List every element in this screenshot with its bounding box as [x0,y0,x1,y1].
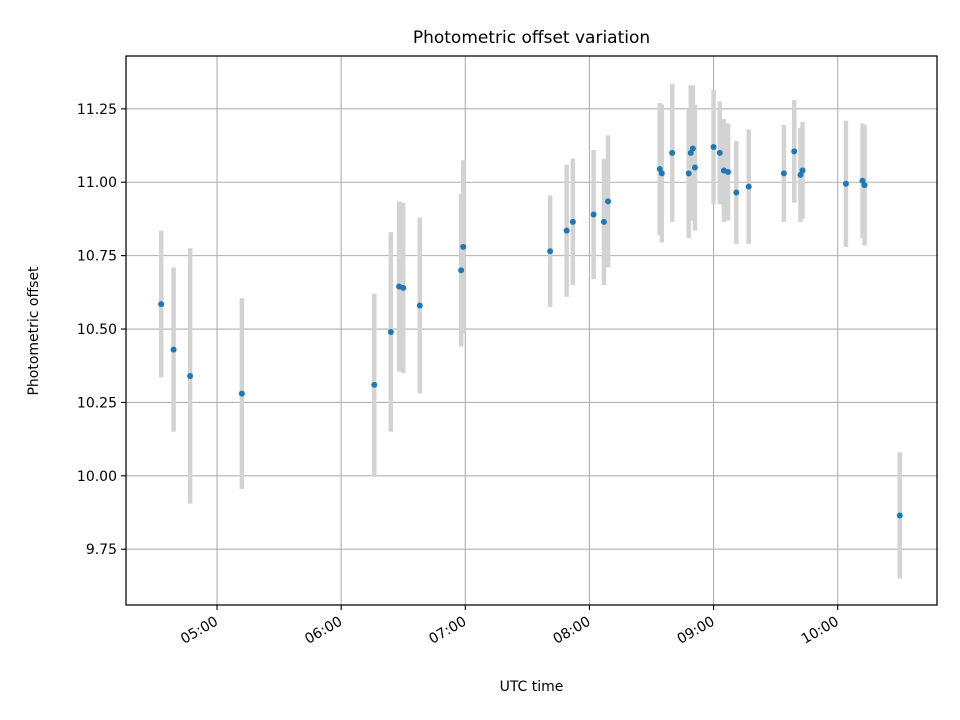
data-point [605,198,612,205]
chart-title: Photometric offset variation [413,28,650,48]
data-point [563,227,570,234]
data-point [689,145,696,152]
y-tick-label: 9.75 [86,542,117,558]
y-tick-label: 11.00 [77,175,117,191]
y-tick-label: 11.25 [77,102,117,118]
data-point [791,148,798,155]
data-point [710,144,717,151]
y-tick-label: 10.00 [77,469,117,485]
grid-layer [126,56,937,605]
data-point [547,248,554,255]
data-point [458,267,465,274]
data-point [842,180,849,187]
data-point [416,302,423,309]
data-point [460,243,467,250]
data-point [187,373,194,380]
data-point [780,170,787,177]
data-point [861,182,868,189]
data-point [685,170,692,177]
data-point [669,149,676,156]
data-point [371,381,378,388]
data-point [691,164,698,171]
data-point [170,346,177,353]
data-point [600,218,607,225]
data-point [658,170,665,177]
data-point [387,328,394,335]
x-axis-label: UTC time [500,679,564,695]
y-axis-ticks: 9.75 10.00 10.25 10.50 10.75 11.00 11.25 [77,102,126,558]
data-point [158,301,165,308]
data-point [896,512,903,519]
plot-area-frame [125,55,938,606]
point-layer [158,144,903,519]
y-tick-label: 10.25 [77,395,117,411]
data-point [590,211,597,218]
data-point [238,390,245,397]
y-tick-label: 10.50 [77,322,117,338]
data-point [799,167,806,174]
data-point [400,284,407,291]
y-axis-label: Photometric offset [26,266,42,396]
data-point [569,218,576,225]
data-point [716,149,723,156]
data-point [745,183,752,190]
y-tick-label: 10.75 [77,249,117,265]
data-point [725,168,732,175]
data-point [733,189,740,196]
